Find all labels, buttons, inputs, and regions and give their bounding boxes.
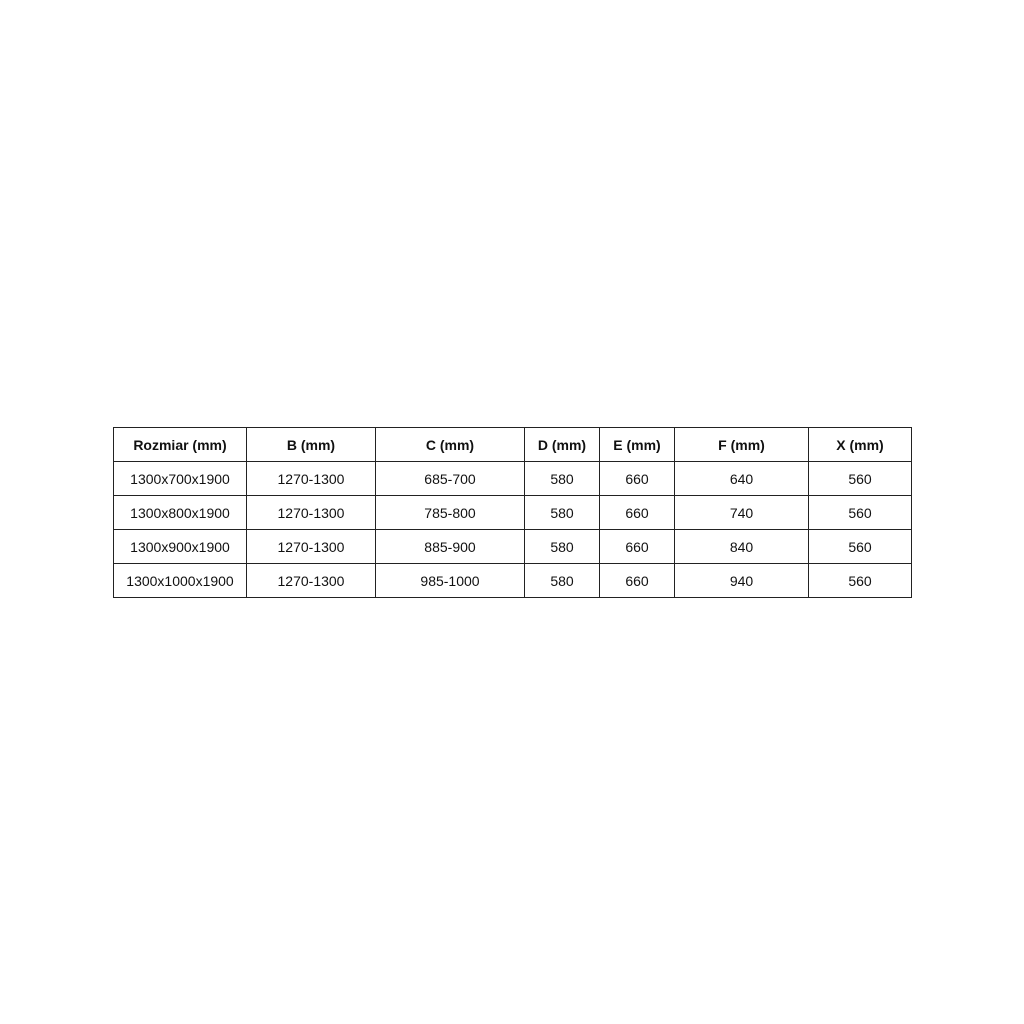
table-cell: 640 <box>674 461 809 496</box>
table-cell: 1270-1300 <box>246 461 376 496</box>
table-cell: 1300x1000x1900 <box>113 563 247 598</box>
table-cell: 560 <box>808 563 912 598</box>
table-cell: 660 <box>599 529 675 564</box>
table-cell: 740 <box>674 495 809 530</box>
column-header: Rozmiar (mm) <box>113 427 247 462</box>
dimensions-table: Rozmiar (mm) B (mm) C (mm) D (mm) E (mm) F (m… <box>113 427 912 598</box>
table-cell: 840 <box>674 529 809 564</box>
table-cell: 560 <box>808 529 912 564</box>
table-cell: 660 <box>599 461 675 496</box>
table-cell: 1270-1300 <box>246 529 376 564</box>
table-row: 1300x1000x1900 1270-1300 985-1000 580 660 940… <box>113 563 912 598</box>
table-cell: 580 <box>524 563 600 598</box>
table-cell: 560 <box>808 461 912 496</box>
table-row: 1300x900x1900 1270-1300 885-900 580 660 840 56… <box>113 529 912 564</box>
table-cell: 1270-1300 <box>246 563 376 598</box>
table-cell: 985-1000 <box>375 563 525 598</box>
table-cell: 580 <box>524 461 600 496</box>
column-header: C (mm) <box>375 427 525 462</box>
table-cell: 1300x900x1900 <box>113 529 247 564</box>
table-cell: 785-800 <box>375 495 525 530</box>
table-cell: 580 <box>524 495 600 530</box>
table-row: 1300x800x1900 1270-1300 785-800 580 660 740 56… <box>113 495 912 530</box>
column-header: B (mm) <box>246 427 376 462</box>
column-header: E (mm) <box>599 427 675 462</box>
header-row: Rozmiar (mm) B (mm) C (mm) D (mm) E (mm) F (m… <box>113 427 912 462</box>
table-cell: 940 <box>674 563 809 598</box>
table-cell: 1300x800x1900 <box>113 495 247 530</box>
column-header: X (mm) <box>808 427 912 462</box>
column-header: D (mm) <box>524 427 600 462</box>
column-header: F (mm) <box>674 427 809 462</box>
table-cell: 1270-1300 <box>246 495 376 530</box>
table-cell: 885-900 <box>375 529 525 564</box>
table-cell: 660 <box>599 563 675 598</box>
table-cell: 560 <box>808 495 912 530</box>
table-cell: 685-700 <box>375 461 525 496</box>
table-row: 1300x700x1900 1270-1300 685-700 580 660 640 56… <box>113 461 912 496</box>
table-cell: 1300x700x1900 <box>113 461 247 496</box>
table-cell: 660 <box>599 495 675 530</box>
table-cell: 580 <box>524 529 600 564</box>
